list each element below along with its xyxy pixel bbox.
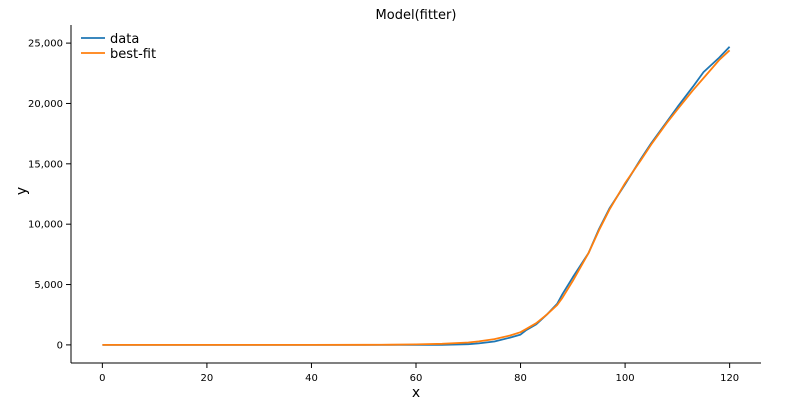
y-tick-label: 15,000 [28, 159, 63, 170]
x-axis-ticks: 0 20 40 60 80 100 120 [99, 363, 739, 384]
y-tick-label: 20,000 [28, 99, 63, 110]
y-tick-label: 5,000 [34, 280, 63, 291]
y-tick-label: 25,000 [28, 39, 63, 50]
legend: data best-fit [75, 29, 167, 65]
chart-title: Model(fitter) [376, 8, 457, 23]
legend-label-data: data [110, 32, 139, 47]
x-tick-label: 60 [410, 373, 423, 384]
plot-lines [102, 46, 731, 346]
series-line-best-fit [102, 49, 731, 346]
legend-label-best-fit: best-fit [110, 47, 156, 62]
x-tick-label: 100 [616, 373, 635, 384]
y-tick-label: 10,000 [28, 220, 63, 231]
x-axis-label: x [412, 385, 420, 401]
y-axis-ticks: 0 5,000 10,000 15,000 20,000 25,000 [28, 39, 71, 351]
x-tick-label: 40 [305, 373, 318, 384]
series-line-data [102, 46, 731, 346]
x-tick-label: 0 [99, 373, 105, 384]
x-tick-label: 20 [201, 373, 214, 384]
y-tick-label: 0 [57, 340, 63, 351]
y-axis-label: y [14, 187, 30, 195]
x-tick-label: 120 [720, 373, 739, 384]
x-tick-label: 80 [514, 373, 527, 384]
